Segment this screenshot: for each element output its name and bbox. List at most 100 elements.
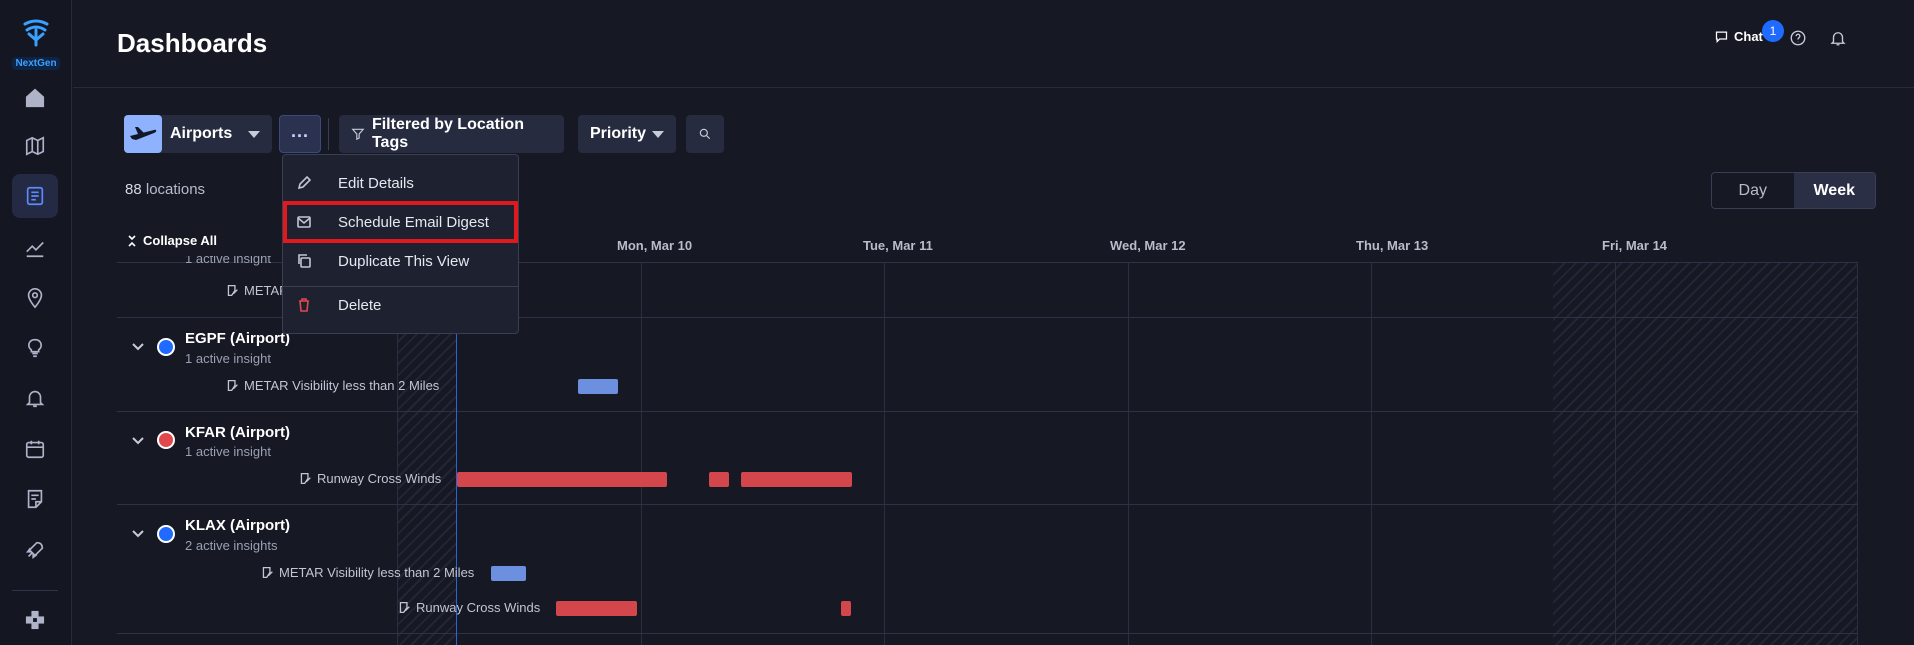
location-title[interactable]: EGPF (Airport) <box>185 330 290 347</box>
grid-line <box>1857 262 1858 645</box>
location-title[interactable]: KFAR (Airport) <box>185 424 290 441</box>
location-count-value: 88 <box>125 181 142 198</box>
expand-chevron[interactable] <box>131 340 145 354</box>
insight-label[interactable]: Runway Cross Winds <box>398 600 540 615</box>
more-options-button[interactable]: ... <box>279 115 321 153</box>
insight-icon <box>262 566 273 579</box>
dashboard-select[interactable]: Airports <box>124 115 272 153</box>
menu-item-schedule-email-digest[interactable]: Schedule Email Digest <box>283 201 518 243</box>
day-view-button[interactable]: Day <box>1738 181 1767 199</box>
insight-label[interactable]: Runway Cross Winds <box>299 471 441 486</box>
ellipsis-icon: ... <box>290 120 309 141</box>
location-tags-filter-button[interactable]: Filtered by Location Tags <box>339 115 564 153</box>
insight-name: METAR Visibility less than 2 Miles <box>279 565 475 580</box>
menu-item-duplicate-view[interactable]: Duplicate This View <box>283 244 518 278</box>
insight-bar[interactable] <box>578 379 618 394</box>
menu-item-delete[interactable]: Delete <box>283 288 518 322</box>
app-logo[interactable]: NextGen <box>8 18 64 71</box>
priority-select[interactable]: Priority <box>578 115 676 153</box>
search-icon <box>699 128 711 140</box>
grid-line <box>641 262 642 645</box>
sidebar-item-map[interactable] <box>12 124 58 168</box>
day-header-thu: Thu, Mar 13 <box>1356 238 1429 253</box>
insight-icon <box>399 601 410 614</box>
dashboard-select-label: Airports <box>170 125 233 142</box>
caret-down-icon <box>248 130 260 138</box>
view-toggle: Day Week <box>1711 172 1876 209</box>
sidebar-item-integrations[interactable] <box>12 598 58 642</box>
grid-line <box>1615 262 1616 645</box>
row-subtitle: 2 active insights <box>185 538 278 553</box>
row-subtitle: 1 active insight <box>185 256 271 266</box>
row-subtitle: 1 active insight <box>185 351 271 366</box>
insight-bar[interactable] <box>841 601 851 616</box>
collapse-icon <box>128 234 136 247</box>
weekend-shading <box>1553 262 1858 645</box>
status-dot <box>157 431 175 449</box>
chat-label: Chat <box>1734 29 1763 44</box>
insight-icon <box>227 284 238 297</box>
insight-bar[interactable] <box>457 472 667 487</box>
help-icon <box>1790 30 1806 46</box>
week-view-button[interactable]: Week <box>1793 173 1875 208</box>
menu-item-label: Delete <box>338 296 382 314</box>
page-title: Dashboards <box>117 28 268 58</box>
calendar-icon <box>25 440 45 459</box>
location-title[interactable]: KLAX (Airport) <box>185 517 290 534</box>
sidebar-item-home[interactable] <box>12 76 58 120</box>
menu-item-label: Duplicate This View <box>338 252 470 270</box>
insight-name: METAR Visibility less than 2 Miles <box>244 378 440 393</box>
notifications-button[interactable] <box>1829 29 1849 49</box>
page-header: Dashboards <box>73 0 1914 88</box>
dashboard-icon <box>26 186 44 206</box>
lightbulb-icon <box>27 338 43 358</box>
sidebar-item-analytics[interactable] <box>12 226 58 270</box>
help-button[interactable] <box>1789 29 1809 49</box>
day-header-wed: Wed, Mar 12 <box>1110 238 1186 253</box>
day-header-mon: Mon, Mar 10 <box>617 238 693 253</box>
search-button[interactable] <box>686 115 724 153</box>
rocket-icon <box>26 541 44 559</box>
sidebar-item-locations[interactable] <box>12 276 58 320</box>
expand-chevron[interactable] <box>131 434 145 448</box>
grid-line <box>1371 262 1372 645</box>
row-divider <box>117 504 1858 505</box>
row-divider <box>117 633 1858 634</box>
sidebar-item-insights[interactable] <box>12 326 58 370</box>
location-pin-icon <box>27 288 43 309</box>
home-icon <box>25 88 45 108</box>
insight-label[interactable]: METAR Visibility less than 2 Miles <box>261 565 474 580</box>
logo-text: NextGen <box>12 57 60 70</box>
insight-bar[interactable] <box>709 472 729 487</box>
notes-icon <box>27 489 43 509</box>
toolbar-divider <box>328 118 329 150</box>
grid-line <box>884 262 885 645</box>
chevron-down-icon <box>132 530 144 538</box>
insight-label[interactable]: METAR <box>226 283 289 298</box>
row-subtitle: 1 active insight <box>185 444 271 459</box>
airplane-icon <box>124 115 162 153</box>
sidebar-item-notes[interactable] <box>12 477 58 521</box>
chevron-down-icon <box>132 437 144 445</box>
menu-item-edit-details[interactable]: Edit Details <box>283 166 518 200</box>
sidebar-item-calendar[interactable] <box>12 427 58 471</box>
sidebar-divider <box>12 590 58 591</box>
grid-line <box>1128 262 1129 645</box>
pencil-icon <box>296 175 312 191</box>
sidebar-item-dashboards[interactable] <box>12 174 58 218</box>
sidebar-item-alerts[interactable] <box>12 376 58 420</box>
location-count-label: locations <box>145 181 206 198</box>
copy-icon <box>296 253 312 269</box>
insight-bar[interactable] <box>741 472 852 487</box>
insight-bar[interactable] <box>491 566 526 581</box>
insight-label[interactable]: METAR Visibility less than 2 Miles <box>226 378 439 393</box>
status-dot <box>157 525 175 543</box>
expand-chevron[interactable] <box>131 527 145 541</box>
sidebar-item-launch[interactable] <box>12 528 58 572</box>
insight-name: Runway Cross Winds <box>317 471 442 486</box>
menu-item-label: Schedule Email Digest <box>338 213 489 231</box>
chat-button[interactable]: Chat <box>1714 29 1763 44</box>
insight-name: METAR <box>244 283 289 298</box>
collapse-all-button[interactable]: Collapse All <box>127 233 217 248</box>
insight-bar[interactable] <box>556 601 637 616</box>
